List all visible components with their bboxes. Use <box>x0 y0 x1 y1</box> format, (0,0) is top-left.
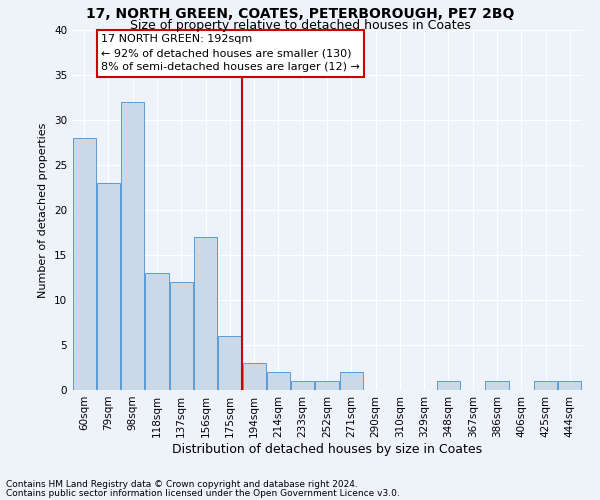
Bar <box>559 381 581 390</box>
Bar <box>145 273 169 390</box>
Bar <box>316 381 338 390</box>
Bar <box>218 336 241 390</box>
Bar <box>194 237 217 390</box>
Bar <box>485 381 509 390</box>
X-axis label: Distribution of detached houses by size in Coates: Distribution of detached houses by size … <box>172 442 482 456</box>
Bar <box>437 381 460 390</box>
Bar <box>340 372 363 390</box>
Bar <box>170 282 193 390</box>
Bar <box>534 381 557 390</box>
Bar <box>121 102 144 390</box>
Bar <box>267 372 290 390</box>
Bar <box>242 363 266 390</box>
Text: Contains public sector information licensed under the Open Government Licence v3: Contains public sector information licen… <box>6 488 400 498</box>
Bar <box>73 138 95 390</box>
Text: 17 NORTH GREEN: 192sqm
← 92% of detached houses are smaller (130)
8% of semi-det: 17 NORTH GREEN: 192sqm ← 92% of detached… <box>101 34 360 72</box>
Text: 17, NORTH GREEN, COATES, PETERBOROUGH, PE7 2BQ: 17, NORTH GREEN, COATES, PETERBOROUGH, P… <box>86 8 514 22</box>
Bar <box>291 381 314 390</box>
Y-axis label: Number of detached properties: Number of detached properties <box>38 122 49 298</box>
Bar <box>97 183 120 390</box>
Text: Size of property relative to detached houses in Coates: Size of property relative to detached ho… <box>130 19 470 32</box>
Text: Contains HM Land Registry data © Crown copyright and database right 2024.: Contains HM Land Registry data © Crown c… <box>6 480 358 489</box>
